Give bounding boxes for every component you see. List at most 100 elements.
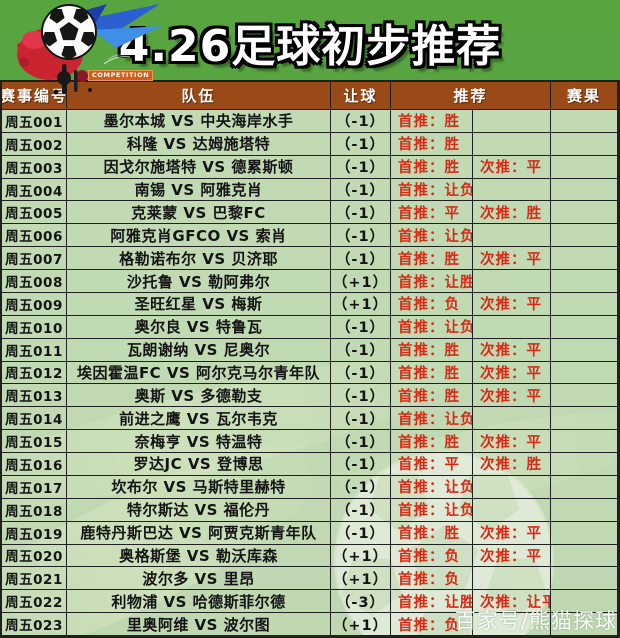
- second-recommendation-cell: 次推：让平: [473, 590, 551, 614]
- match-id-cell: 周五007: [2, 247, 67, 271]
- result-cell: [551, 590, 618, 614]
- handicap-cell: （-1）: [331, 498, 391, 522]
- teams-cell: 里奥阿维 VS 波尔图: [67, 613, 331, 636]
- second-recommendation-cell: 次推：平: [473, 521, 551, 545]
- result-cell: [551, 498, 618, 522]
- first-recommendation-cell: 首推：让胜: [391, 590, 473, 614]
- teams-cell: 瓦朗谢纳 VS 尼奥尔: [67, 338, 331, 362]
- handicap-cell: （+1）: [331, 544, 391, 568]
- handicap-cell: （-1）: [331, 110, 391, 133]
- teams-cell: 因戈尔施塔特 VS 德累斯顿: [67, 155, 331, 179]
- handicap-cell: （-1）: [331, 247, 391, 271]
- result-cell: [551, 201, 618, 225]
- handicap-cell: （-1）: [331, 315, 391, 339]
- match-id-cell: 周五009: [2, 292, 67, 316]
- first-recommendation-cell: 首推：让胜: [391, 270, 473, 293]
- match-id-cell: 周五001: [2, 110, 67, 133]
- handicap-cell: （-1）: [331, 201, 391, 225]
- result-cell: [551, 521, 618, 545]
- handicap-cell: （+1）: [331, 270, 391, 293]
- first-recommendation-cell: 首推：让负: [391, 407, 473, 431]
- second-recommendation-cell: 次推：平: [473, 338, 551, 362]
- first-recommendation-cell: 首推：胜: [391, 361, 473, 385]
- second-recommendation-cell: 次推：平: [473, 361, 551, 385]
- teams-cell: 阿雅克肖GFCO VS 索肖: [67, 224, 331, 248]
- second-recommendation-cell: [473, 270, 551, 293]
- match-id-cell: 周五005: [2, 201, 67, 225]
- first-recommendation-cell: 首推：负: [391, 292, 473, 316]
- match-id-cell: 周五017: [2, 475, 67, 499]
- second-recommendation-cell: [473, 475, 551, 499]
- teams-cell: 圣旺红星 VS 梅斯: [67, 292, 331, 316]
- handicap-cell: （-1）: [331, 475, 391, 499]
- second-recommendation-cell: 次推：平: [473, 430, 551, 454]
- match-id-cell: 周五018: [2, 498, 67, 522]
- teams-cell: 墨尔本城 VS 中央海岸水手: [67, 110, 331, 133]
- match-id-cell: 周五008: [2, 270, 67, 293]
- result-cell: [551, 270, 618, 293]
- handicap-cell: （-1）: [331, 407, 391, 431]
- match-id-cell: 周五020: [2, 544, 67, 568]
- first-recommendation-cell: 首推：让负: [391, 224, 473, 248]
- first-recommendation-cell: 首推：让负: [391, 475, 473, 499]
- match-table: 赛事编号 队伍 让球 推荐 赛果 周五001 墨尔本城 VS 中央海岸水手 （-1）…: [0, 80, 620, 638]
- header-teams: 队伍: [67, 82, 331, 110]
- result-cell: [551, 475, 618, 499]
- result-cell: [551, 110, 618, 133]
- match-id-cell: 周五014: [2, 407, 67, 431]
- match-id-cell: 周五021: [2, 567, 67, 591]
- handicap-cell: （-1）: [331, 521, 391, 545]
- teams-cell: 奥尔良 VS 特鲁瓦: [67, 315, 331, 339]
- handicap-cell: （-1）: [331, 384, 391, 408]
- handicap-cell: （-3）: [331, 590, 391, 614]
- teams-cell: 奥斯 VS 多德勒支: [67, 384, 331, 408]
- result-cell: [551, 247, 618, 271]
- second-recommendation-cell: [473, 224, 551, 248]
- handicap-cell: （-1）: [331, 224, 391, 248]
- author-watermark: 百家号/熊猫探球: [454, 609, 617, 633]
- handicap-cell: （-1）: [331, 453, 391, 476]
- teams-cell: 南锡 VS 阿雅克肖: [67, 178, 331, 202]
- handicap-cell: （-1）: [331, 361, 391, 385]
- result-cell: [551, 155, 618, 179]
- match-id-cell: 周五015: [2, 430, 67, 454]
- match-id-cell: 周五016: [2, 453, 67, 476]
- handicap-cell: （-1）: [331, 430, 391, 454]
- handicap-cell: （+1）: [331, 567, 391, 591]
- competition-label: COMPETITION: [88, 70, 154, 82]
- match-id-cell: 周五019: [2, 521, 67, 545]
- second-recommendation-cell: [473, 498, 551, 522]
- second-recommendation-cell: 次推：平: [473, 544, 551, 568]
- header-match-id: 赛事编号: [2, 82, 67, 110]
- result-cell: [551, 453, 618, 476]
- first-recommendation-cell: 首推：让负: [391, 315, 473, 339]
- first-recommendation-cell: 首推：平: [391, 453, 473, 476]
- handicap-cell: （-1）: [331, 178, 391, 202]
- teams-cell: 前进之鹰 VS 瓦尔韦克: [67, 407, 331, 431]
- second-recommendation-cell: [473, 407, 551, 431]
- match-id-cell: 周五023: [2, 613, 67, 636]
- match-id-cell: 周五002: [2, 132, 67, 156]
- first-recommendation-cell: 首推：负: [391, 544, 473, 568]
- first-recommendation-cell: 首推：胜: [391, 430, 473, 454]
- result-cell: [551, 361, 618, 385]
- result-cell: [551, 567, 618, 591]
- first-recommendation-cell: 首推：胜: [391, 384, 473, 408]
- second-recommendation-cell: 次推：胜: [473, 453, 551, 476]
- match-id-cell: 周五012: [2, 361, 67, 385]
- first-recommendation-cell: 首推：让负: [391, 498, 473, 522]
- first-recommendation-cell: 首推：胜: [391, 247, 473, 271]
- teams-cell: 格勒诺布尔 VS 贝济耶: [67, 247, 331, 271]
- match-id-cell: 周五003: [2, 155, 67, 179]
- teams-cell: 罗达JC VS 登博思: [67, 453, 331, 476]
- teams-cell: 科隆 VS 达姆施塔特: [67, 132, 331, 156]
- result-cell: [551, 544, 618, 568]
- result-cell: [551, 132, 618, 156]
- result-cell: [551, 338, 618, 362]
- first-recommendation-cell: 首推：胜: [391, 338, 473, 362]
- result-cell: [551, 407, 618, 431]
- first-recommendation-cell: 首推：负: [391, 613, 473, 636]
- second-recommendation-cell: [473, 567, 551, 591]
- first-recommendation-cell: 首推：胜: [391, 132, 473, 156]
